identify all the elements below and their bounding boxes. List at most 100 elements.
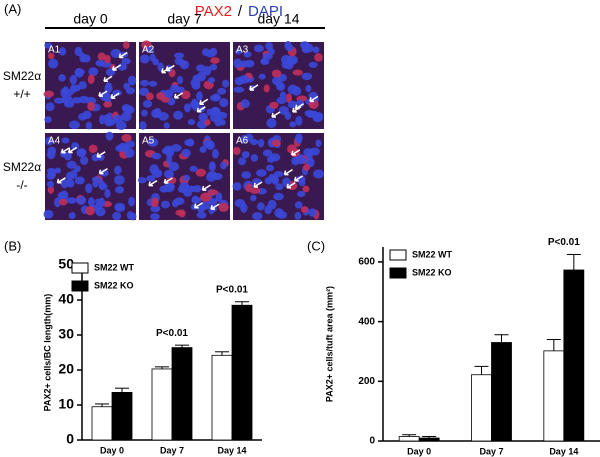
image-label: A3 [236, 45, 249, 56]
x-tick-label: Day 14 [549, 446, 578, 456]
nucleus [175, 209, 186, 216]
micrograph: A3 [233, 40, 324, 129]
nucleus [299, 41, 310, 49]
column-label: day 0 [73, 11, 107, 27]
arrow [111, 64, 122, 71]
nucleus [195, 64, 206, 72]
y-tick-label: 200 [358, 376, 375, 387]
nucleus [69, 74, 78, 85]
x-tick-label: Day 0 [100, 445, 124, 455]
nucleus [201, 48, 210, 56]
nucleus [207, 189, 219, 196]
nucleus [238, 157, 246, 166]
nucleus [240, 99, 250, 109]
nucleus [303, 164, 311, 171]
nucleus [315, 139, 322, 148]
legend-label: SM22 WT [94, 262, 135, 272]
nucleus [73, 165, 81, 173]
y-axis-label: PAX2+ cells/tuft area (mm²) [324, 286, 334, 402]
nucleus [103, 101, 113, 108]
arrow [118, 51, 128, 59]
nucleus [191, 196, 202, 204]
nucleus [124, 148, 135, 158]
nucleus [199, 146, 207, 153]
nucleus [174, 57, 184, 66]
x-tick-label: Day 0 [407, 446, 431, 456]
title-slash: / [238, 3, 243, 20]
nucleus [138, 87, 150, 97]
arrow [103, 75, 113, 83]
bar [543, 350, 565, 442]
nucleus [66, 160, 77, 169]
column-label: day 7 [167, 11, 201, 27]
arrow [201, 184, 211, 191]
bar [111, 391, 133, 441]
nucleus [186, 185, 196, 193]
micrograph: A6 [232, 133, 325, 220]
nucleus [63, 151, 72, 161]
nucleus [250, 154, 259, 162]
nucleus [297, 190, 306, 198]
nucleus [142, 99, 153, 108]
nucleus [59, 198, 68, 206]
nucleus [88, 67, 99, 77]
nucleus [217, 87, 227, 95]
nucleus [166, 154, 173, 165]
nucleus [262, 52, 273, 60]
column-label: day 14 [257, 11, 299, 27]
arrow [163, 177, 173, 184]
nucleus [60, 178, 69, 189]
arrow [293, 175, 304, 182]
nucleus [121, 57, 131, 65]
nucleus [114, 165, 122, 175]
nucleus [112, 89, 122, 97]
nucleus [290, 58, 297, 65]
nucleus [276, 96, 287, 105]
nucleus [196, 211, 207, 219]
nucleus [145, 92, 154, 101]
nucleus [312, 114, 323, 123]
nucleus [176, 75, 184, 85]
legend-label: SM22 KO [94, 280, 134, 290]
nucleus [198, 112, 208, 122]
nucleus [59, 190, 69, 201]
nucleus [294, 201, 303, 209]
nucleus [263, 84, 270, 93]
nucleus [250, 194, 257, 202]
panel-label: (B) [4, 238, 21, 253]
micrograph: A5 [137, 133, 230, 221]
nucleus [174, 197, 185, 205]
panel-label: (A) [4, 1, 21, 16]
nucleus [232, 146, 241, 155]
nucleus [189, 165, 198, 172]
bar [491, 342, 512, 442]
nucleus [243, 51, 252, 58]
nucleus [165, 183, 175, 190]
nucleus [94, 198, 102, 206]
nucleus [192, 74, 202, 81]
arrow [283, 168, 293, 176]
arrow [286, 182, 296, 189]
bar [151, 368, 173, 441]
nucleus [98, 180, 106, 190]
nucleus [208, 77, 216, 84]
nucleus [121, 111, 132, 122]
nucleus [240, 134, 248, 144]
micrograph: A1 [43, 41, 137, 130]
nucleus [233, 58, 242, 69]
nucleus [147, 137, 159, 147]
nucleus [202, 139, 214, 149]
nucleus [196, 91, 203, 102]
nucleus [127, 75, 137, 86]
bar [418, 437, 440, 442]
y-tick-label: 50 [58, 256, 74, 272]
row-label: -/- [16, 178, 27, 192]
nucleus [214, 116, 223, 127]
nucleus [271, 69, 282, 78]
nucleus [66, 197, 77, 204]
nucleus [267, 199, 277, 210]
arrow [249, 84, 259, 91]
nucleus [128, 196, 136, 207]
nucleus [287, 84, 298, 95]
